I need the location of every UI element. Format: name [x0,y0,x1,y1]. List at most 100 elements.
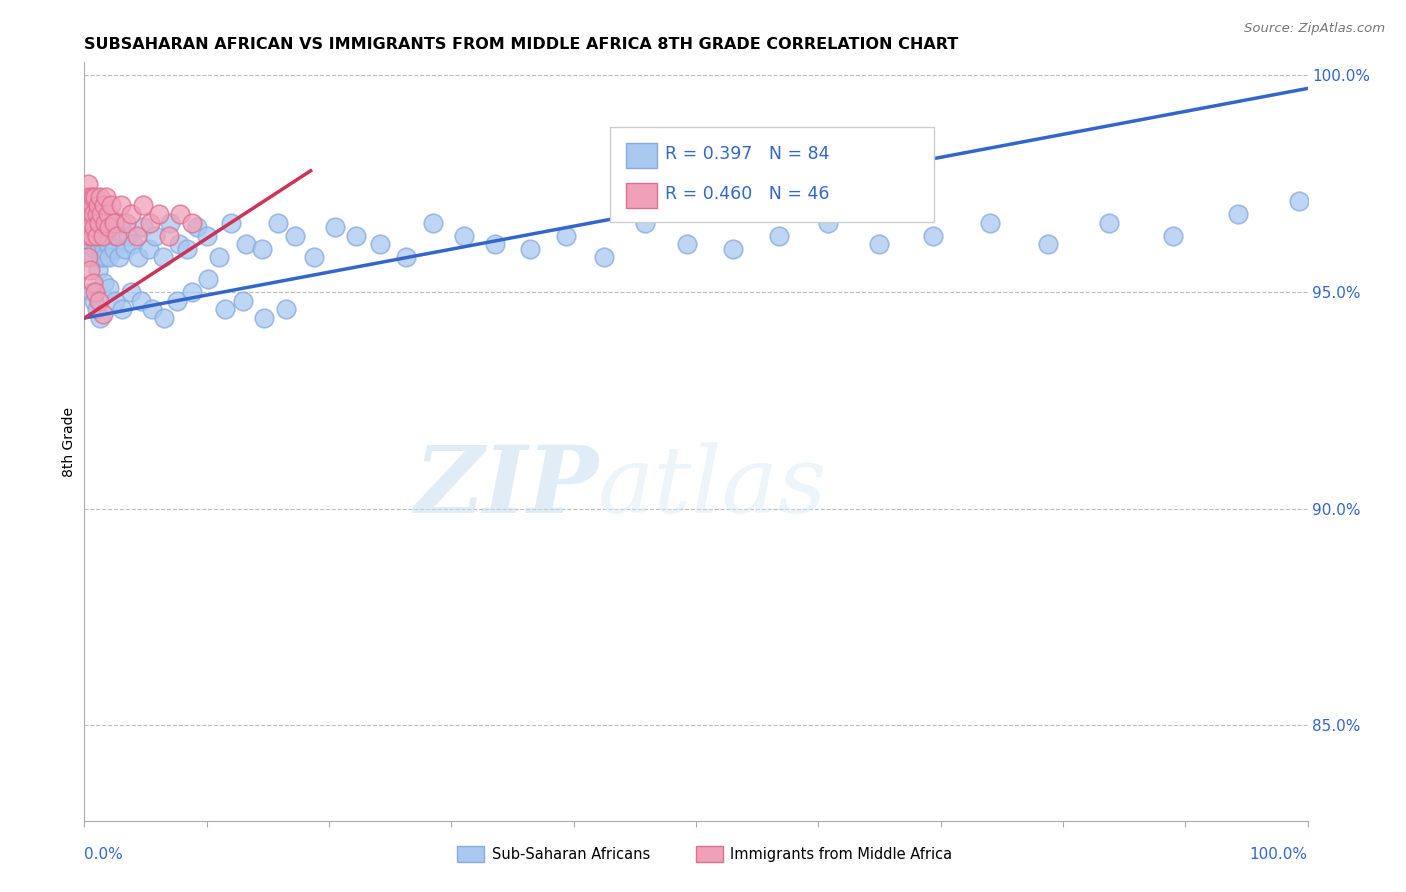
Point [86,302,108,317]
Point [97,237,120,252]
Point [1288,194,1310,208]
Point [76,220,98,235]
Point [80,228,103,243]
Point [167,237,190,252]
Point [141,302,163,317]
Point [593,251,616,265]
Point [127,251,149,265]
Point [87,237,110,252]
Point [114,242,136,256]
Point [219,216,242,230]
Point [94,216,117,230]
Point [96,228,118,243]
Point [103,242,125,256]
Point [111,302,134,317]
Point [1226,207,1249,221]
Point [107,251,129,265]
Point [721,242,744,256]
Point [105,228,128,243]
Point [79,190,101,204]
Point [84,285,107,299]
Point [97,281,120,295]
Point [90,207,112,221]
Point [186,220,208,235]
Point [214,302,236,317]
Point [768,228,790,243]
Point [77,207,100,221]
Text: ZIP: ZIP [413,442,598,532]
Point [125,228,148,243]
Point [395,251,418,265]
Point [80,285,103,299]
Point [105,228,128,243]
Point [79,220,101,235]
Point [519,242,541,256]
Point [93,198,115,212]
Bar [626,143,657,168]
Y-axis label: 8th Grade: 8th Grade [62,407,76,476]
Point [922,228,945,243]
Point [87,198,110,212]
Text: atlas: atlas [598,442,828,532]
Point [77,177,100,191]
Point [152,251,174,265]
Point [176,242,198,256]
Text: Immigrants from Middle Africa: Immigrants from Middle Africa [730,847,952,862]
Point [94,251,117,265]
Bar [696,846,723,863]
Point [633,216,655,230]
Point [87,263,110,277]
Text: Sub-Saharan Africans: Sub-Saharan Africans [492,847,650,862]
Point [122,237,145,252]
Point [484,237,506,252]
Point [676,237,699,252]
Text: SUBSAHARAN AFRICAN VS IMMIGRANTS FROM MIDDLE AFRICA 8TH GRADE CORRELATION CHART: SUBSAHARAN AFRICAN VS IMMIGRANTS FROM MI… [84,37,959,52]
Point [97,251,120,265]
Point [235,237,257,252]
Point [869,237,891,252]
Point [979,216,1001,230]
Point [91,220,114,235]
FancyBboxPatch shape [610,127,935,221]
Point [104,293,127,308]
Point [110,216,132,230]
Point [86,228,108,243]
Point [370,237,392,252]
Point [422,216,444,230]
Point [132,220,155,235]
Point [83,293,105,308]
Point [77,251,100,265]
Point [77,216,100,230]
Point [120,207,142,221]
Point [77,198,100,212]
Text: R = 0.397   N = 84: R = 0.397 N = 84 [665,145,830,163]
Point [82,190,104,204]
Point [166,293,188,308]
Point [93,242,115,256]
Point [208,251,231,265]
Bar [626,183,657,208]
Point [83,220,105,235]
Point [77,228,100,243]
Point [89,311,111,326]
Point [75,190,97,204]
Point [97,220,120,235]
Point [79,263,101,277]
Point [197,272,219,286]
Point [86,216,108,230]
Point [120,285,142,299]
Point [110,198,132,212]
Point [195,228,218,243]
Point [555,228,578,243]
Point [344,228,367,243]
Text: 100.0%: 100.0% [1250,847,1308,862]
Point [91,228,114,243]
Point [89,228,111,243]
Point [87,216,110,230]
Point [1038,237,1060,252]
Point [79,233,101,247]
Point [253,311,276,326]
Point [115,216,138,230]
Point [91,307,114,321]
Point [89,190,111,204]
